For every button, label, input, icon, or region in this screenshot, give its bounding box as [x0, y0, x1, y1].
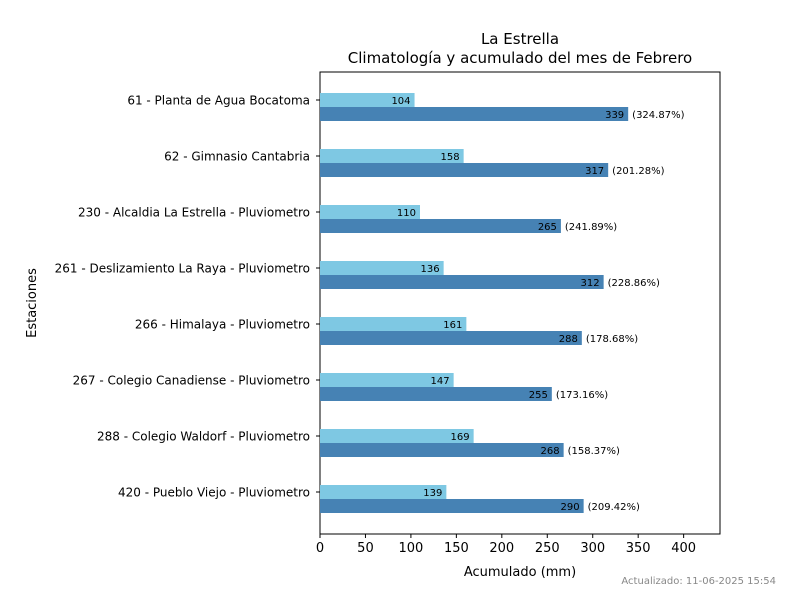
accumulated-bar — [320, 331, 582, 345]
accumulated-bar — [320, 387, 552, 401]
percent-label: (178.68%) — [586, 334, 638, 345]
x-tick-label: 100 — [398, 541, 423, 556]
climatology-bar — [320, 149, 464, 163]
climatology-bar — [320, 93, 415, 107]
y-axis-label: Estaciones — [25, 268, 40, 338]
accumulated-value-label: 268 — [541, 446, 560, 457]
climatology-value-label: 169 — [451, 432, 470, 443]
accumulated-bar — [320, 107, 629, 121]
x-tick-label: 250 — [535, 541, 560, 556]
accumulated-bar — [320, 219, 561, 233]
x-tick-label: 50 — [357, 541, 374, 556]
updated-timestamp: Actualizado: 11-06-2025 15:54 — [621, 576, 776, 587]
plot-frame — [319, 71, 721, 535]
accumulated-bar — [320, 275, 604, 289]
x-tick-label: 400 — [671, 541, 696, 556]
climatology-value-label: 110 — [397, 208, 416, 219]
accumulated-value-label: 339 — [605, 110, 624, 121]
climatology-value-label: 104 — [391, 96, 410, 107]
accumulated-value-label: 255 — [529, 390, 548, 401]
y-tick-label: 261 - Deslizamiento La Raya - Pluviometr… — [55, 262, 310, 276]
x-tick-label: 200 — [489, 541, 514, 556]
accumulated-value-label: 290 — [561, 502, 580, 513]
accumulated-bar — [320, 163, 609, 177]
x-tick-label: 300 — [580, 541, 605, 556]
y-tick-label: 420 - Pueblo Viejo - Pluviometro — [118, 486, 310, 500]
climatology-value-label: 158 — [441, 152, 460, 163]
x-axis-label: Acumulado (mm) — [464, 565, 576, 580]
percent-label: (241.89%) — [565, 222, 617, 233]
y-tick-label: 61 - Planta de Agua Bocatoma — [127, 94, 310, 108]
climatology-bar — [320, 373, 454, 387]
climatology-bar — [320, 261, 444, 275]
climatology-bar — [320, 429, 474, 443]
chart-title: La Estrella — [480, 30, 560, 48]
y-tick-label: 288 - Colegio Waldorf - Pluviometro — [97, 430, 310, 444]
x-tick-label: 0 — [316, 541, 324, 556]
climatology-value-label: 147 — [431, 376, 450, 387]
climatology-bar — [320, 317, 467, 331]
climatology-bar — [320, 485, 447, 499]
climatology-value-label: 136 — [421, 264, 440, 275]
climatology-value-label: 139 — [423, 488, 442, 499]
percent-label: (173.16%) — [556, 390, 608, 401]
x-tick-label: 350 — [626, 541, 651, 556]
y-tick-label: 266 - Himalaya - Pluviometro — [135, 318, 310, 332]
accumulated-value-label: 317 — [585, 166, 604, 177]
percent-label: (324.87%) — [632, 110, 684, 121]
percent-label: (158.37%) — [568, 446, 620, 457]
accumulated-value-label: 265 — [538, 222, 557, 233]
y-tick-label: 230 - Alcaldia La Estrella - Pluviometro — [78, 206, 310, 220]
climatology-bar — [320, 205, 420, 219]
accumulated-bar — [320, 499, 584, 513]
percent-label: (209.42%) — [588, 502, 640, 513]
percent-label: (228.86%) — [608, 278, 660, 289]
accumulated-value-label: 312 — [581, 278, 600, 289]
accumulated-bar — [320, 443, 564, 457]
accumulated-value-label: 288 — [559, 334, 578, 345]
percent-label: (201.28%) — [612, 166, 664, 177]
chart-subtitle: Climatología y acumulado del mes de Febr… — [347, 49, 693, 67]
x-tick-label: 150 — [444, 541, 469, 556]
y-tick-label: 267 - Colegio Canadiense - Pluviometro — [73, 374, 310, 388]
climatology-value-label: 161 — [443, 320, 462, 331]
y-tick-label: 62 - Gimnasio Cantabria — [164, 150, 310, 164]
